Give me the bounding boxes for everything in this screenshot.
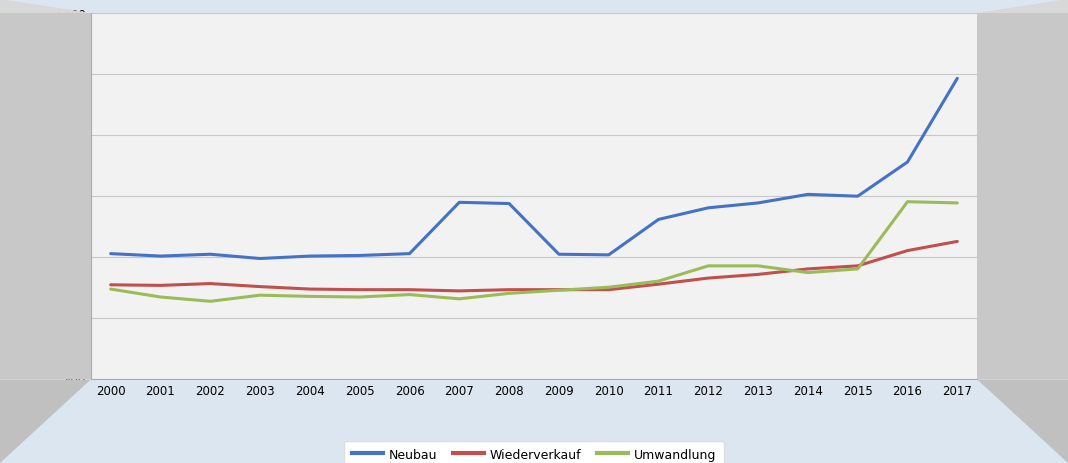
Legend: Neubau, Wiederverkauf, Umwandlung: Neubau, Wiederverkauf, Umwandlung	[344, 441, 724, 463]
Y-axis label: €/m² Wohnfläche: €/m² Wohnfläche	[37, 147, 50, 247]
